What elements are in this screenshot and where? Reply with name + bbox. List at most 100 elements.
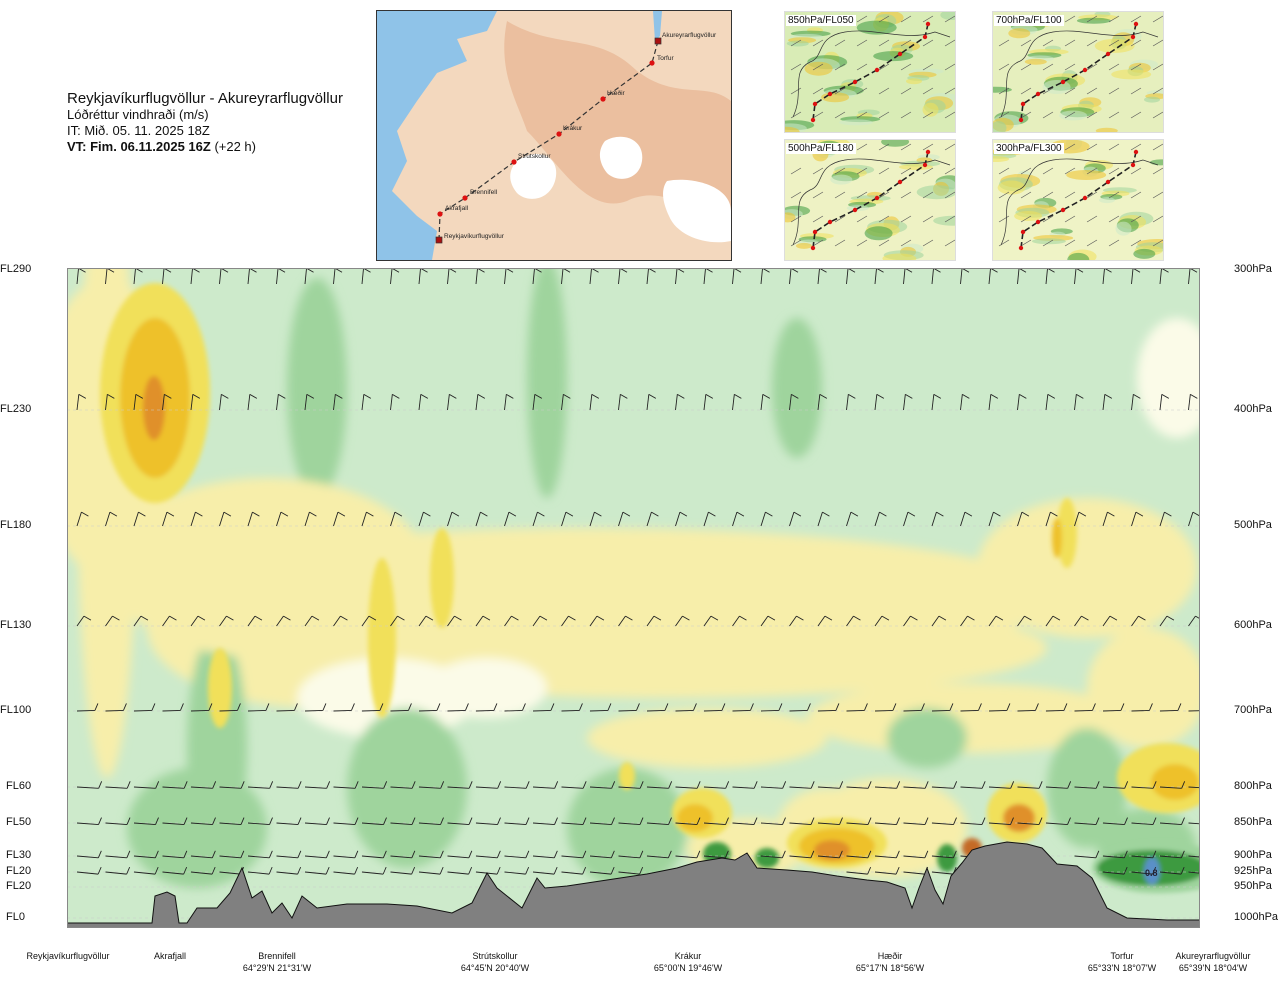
wind-barb xyxy=(162,866,188,875)
fl-label: FL0 xyxy=(6,911,25,923)
mini-barb xyxy=(856,111,868,119)
mini-point xyxy=(925,149,931,155)
mini-barb xyxy=(1020,191,1032,199)
wind-barb xyxy=(276,850,302,859)
mini-barb xyxy=(922,215,934,223)
mini-point xyxy=(810,117,816,123)
wind-barb xyxy=(504,850,530,859)
wind-barb xyxy=(988,781,1015,789)
max-annotation: 0.8 xyxy=(1145,868,1158,878)
mini-barb xyxy=(856,191,868,199)
mini-coast xyxy=(792,30,951,118)
wind-barb xyxy=(960,703,982,712)
field-core xyxy=(430,528,454,628)
wind-barb xyxy=(133,850,159,859)
wind-barb xyxy=(931,781,958,789)
mini-barb xyxy=(812,63,824,71)
wind-barb xyxy=(361,393,372,411)
wind-barb xyxy=(817,615,833,627)
wind-barb xyxy=(304,615,320,627)
mini-patch xyxy=(864,226,893,241)
wind-barb xyxy=(760,615,776,627)
mini-barb xyxy=(922,63,934,71)
mini-point xyxy=(874,195,880,201)
wind-barb xyxy=(1131,615,1146,627)
wind-barb xyxy=(247,817,273,826)
wind-barb xyxy=(1017,511,1030,527)
wind-barb xyxy=(1074,781,1100,789)
mini-patch xyxy=(1099,197,1115,204)
wind-barb xyxy=(190,817,216,826)
wind-barb xyxy=(361,511,374,527)
mini-barb xyxy=(1108,39,1120,47)
route-point: Akureyrarflugvöllur xyxy=(654,32,717,45)
route-point: Brennifell xyxy=(462,189,498,201)
wind-barb xyxy=(219,850,245,859)
field-core xyxy=(1151,764,1199,800)
wind-barb xyxy=(732,615,747,627)
field-core xyxy=(619,762,635,790)
mini-barb xyxy=(900,215,912,223)
mini-barb xyxy=(834,215,846,223)
variable-label: Lóðréttur vindhraði (m/s) xyxy=(67,107,209,122)
mini-point xyxy=(925,21,931,27)
fl-label: FL60 xyxy=(6,780,32,792)
wind-barb xyxy=(418,866,444,875)
wind-barb xyxy=(561,817,587,826)
mini-point xyxy=(897,179,903,185)
wind-barb xyxy=(903,781,929,789)
mini-barb xyxy=(812,215,824,223)
wind-barb xyxy=(817,850,843,859)
wind-barb xyxy=(532,511,545,527)
mini-barb xyxy=(1152,15,1163,23)
field-patch xyxy=(587,708,827,768)
wind-barb xyxy=(333,393,343,411)
mini-barb xyxy=(1086,167,1098,175)
glacier-hofsjokull xyxy=(599,136,643,179)
mini-barb xyxy=(834,167,846,175)
wind-barb xyxy=(561,615,576,627)
wind-barb xyxy=(618,850,644,859)
wind-barb xyxy=(418,393,429,411)
wind-barb xyxy=(1159,615,1175,627)
wind-barb xyxy=(532,781,559,789)
mini-barb xyxy=(878,143,890,151)
wind-barb xyxy=(390,866,416,875)
mini-point xyxy=(810,245,816,251)
mini-patch xyxy=(1111,69,1152,80)
mini-barb xyxy=(1064,215,1076,223)
wind-barb xyxy=(504,511,517,527)
fl-label: FL20 xyxy=(6,880,32,892)
mini-barb xyxy=(878,87,890,95)
wind-barb xyxy=(561,866,587,875)
wind-barb xyxy=(447,511,460,527)
wind-barb xyxy=(162,615,177,627)
wind-barb xyxy=(504,703,526,712)
wind-barb xyxy=(418,703,441,712)
wind-barb xyxy=(390,615,405,627)
wind-barb xyxy=(618,703,640,712)
field-patch xyxy=(287,278,347,498)
wind-barb xyxy=(532,393,543,411)
mini-barb xyxy=(1086,15,1098,23)
wind-barb xyxy=(874,866,900,875)
mini-patch xyxy=(916,185,955,200)
wind-barb xyxy=(1131,703,1153,712)
wind-barb xyxy=(190,866,216,875)
wind-barb xyxy=(219,781,245,789)
field-patch xyxy=(887,708,967,768)
mini-point xyxy=(1105,51,1111,57)
mini-patch xyxy=(881,140,910,147)
wind-barb xyxy=(276,393,286,411)
wind-barb xyxy=(447,817,473,826)
wind-barb xyxy=(276,817,302,826)
wind-barb xyxy=(304,703,327,712)
wind-barb xyxy=(76,393,87,411)
wind-barb xyxy=(1045,615,1061,627)
wind-barb xyxy=(418,615,434,627)
wind-barb xyxy=(960,511,973,527)
mini-barb xyxy=(900,143,912,151)
route-point-label: Akrafjall xyxy=(445,205,469,212)
wind-barb xyxy=(903,850,929,859)
route-title: Reykjavíkurflugvöllur - Akureyrarflugvöl… xyxy=(67,90,343,107)
